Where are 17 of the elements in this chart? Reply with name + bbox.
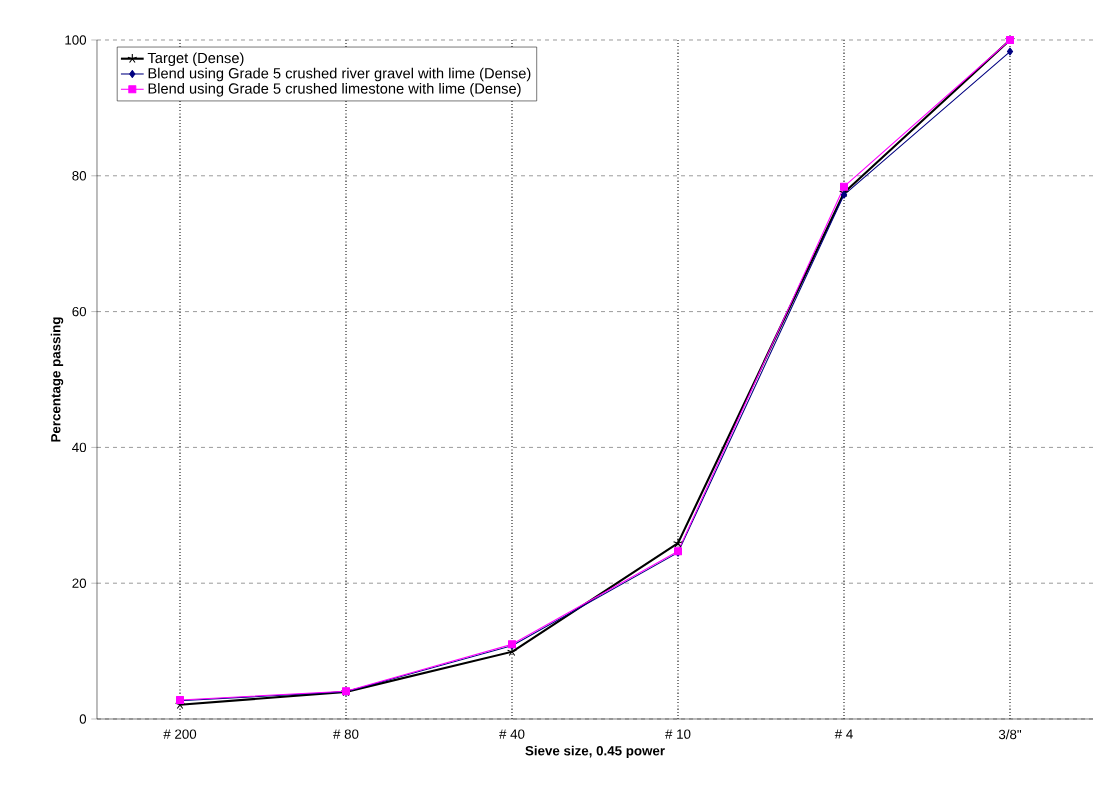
y-tick-label: 20 <box>72 578 87 588</box>
legend-label: Blend using Grade 5 crushed limestone with lime (Dense) <box>148 82 521 97</box>
legend-label: Target (Dense) <box>147 52 244 67</box>
x-tick-label: # 80 <box>333 729 359 739</box>
y-tick-label: 100 <box>65 35 87 45</box>
y-tick-label: 60 <box>72 306 87 317</box>
y-axis-title: Percentage passing <box>50 317 64 442</box>
y-tick-label: 80 <box>72 171 87 181</box>
x-tick-label: # 10 <box>665 729 691 739</box>
x-tick-label: # 200 <box>163 729 197 739</box>
x-tick-label: # 40 <box>499 729 525 739</box>
y-tick-label: 0 <box>79 714 87 724</box>
x-tick-label: 3/8" <box>998 729 1022 740</box>
y-tick-label: 40 <box>72 442 87 453</box>
x-axis-title: Sieve size, 0.45 power <box>525 745 665 759</box>
legend-label: Blend using Grade 5 crushed river gravel with lime (Dense) <box>148 67 531 82</box>
x-tick-label: # 4 <box>834 729 853 739</box>
